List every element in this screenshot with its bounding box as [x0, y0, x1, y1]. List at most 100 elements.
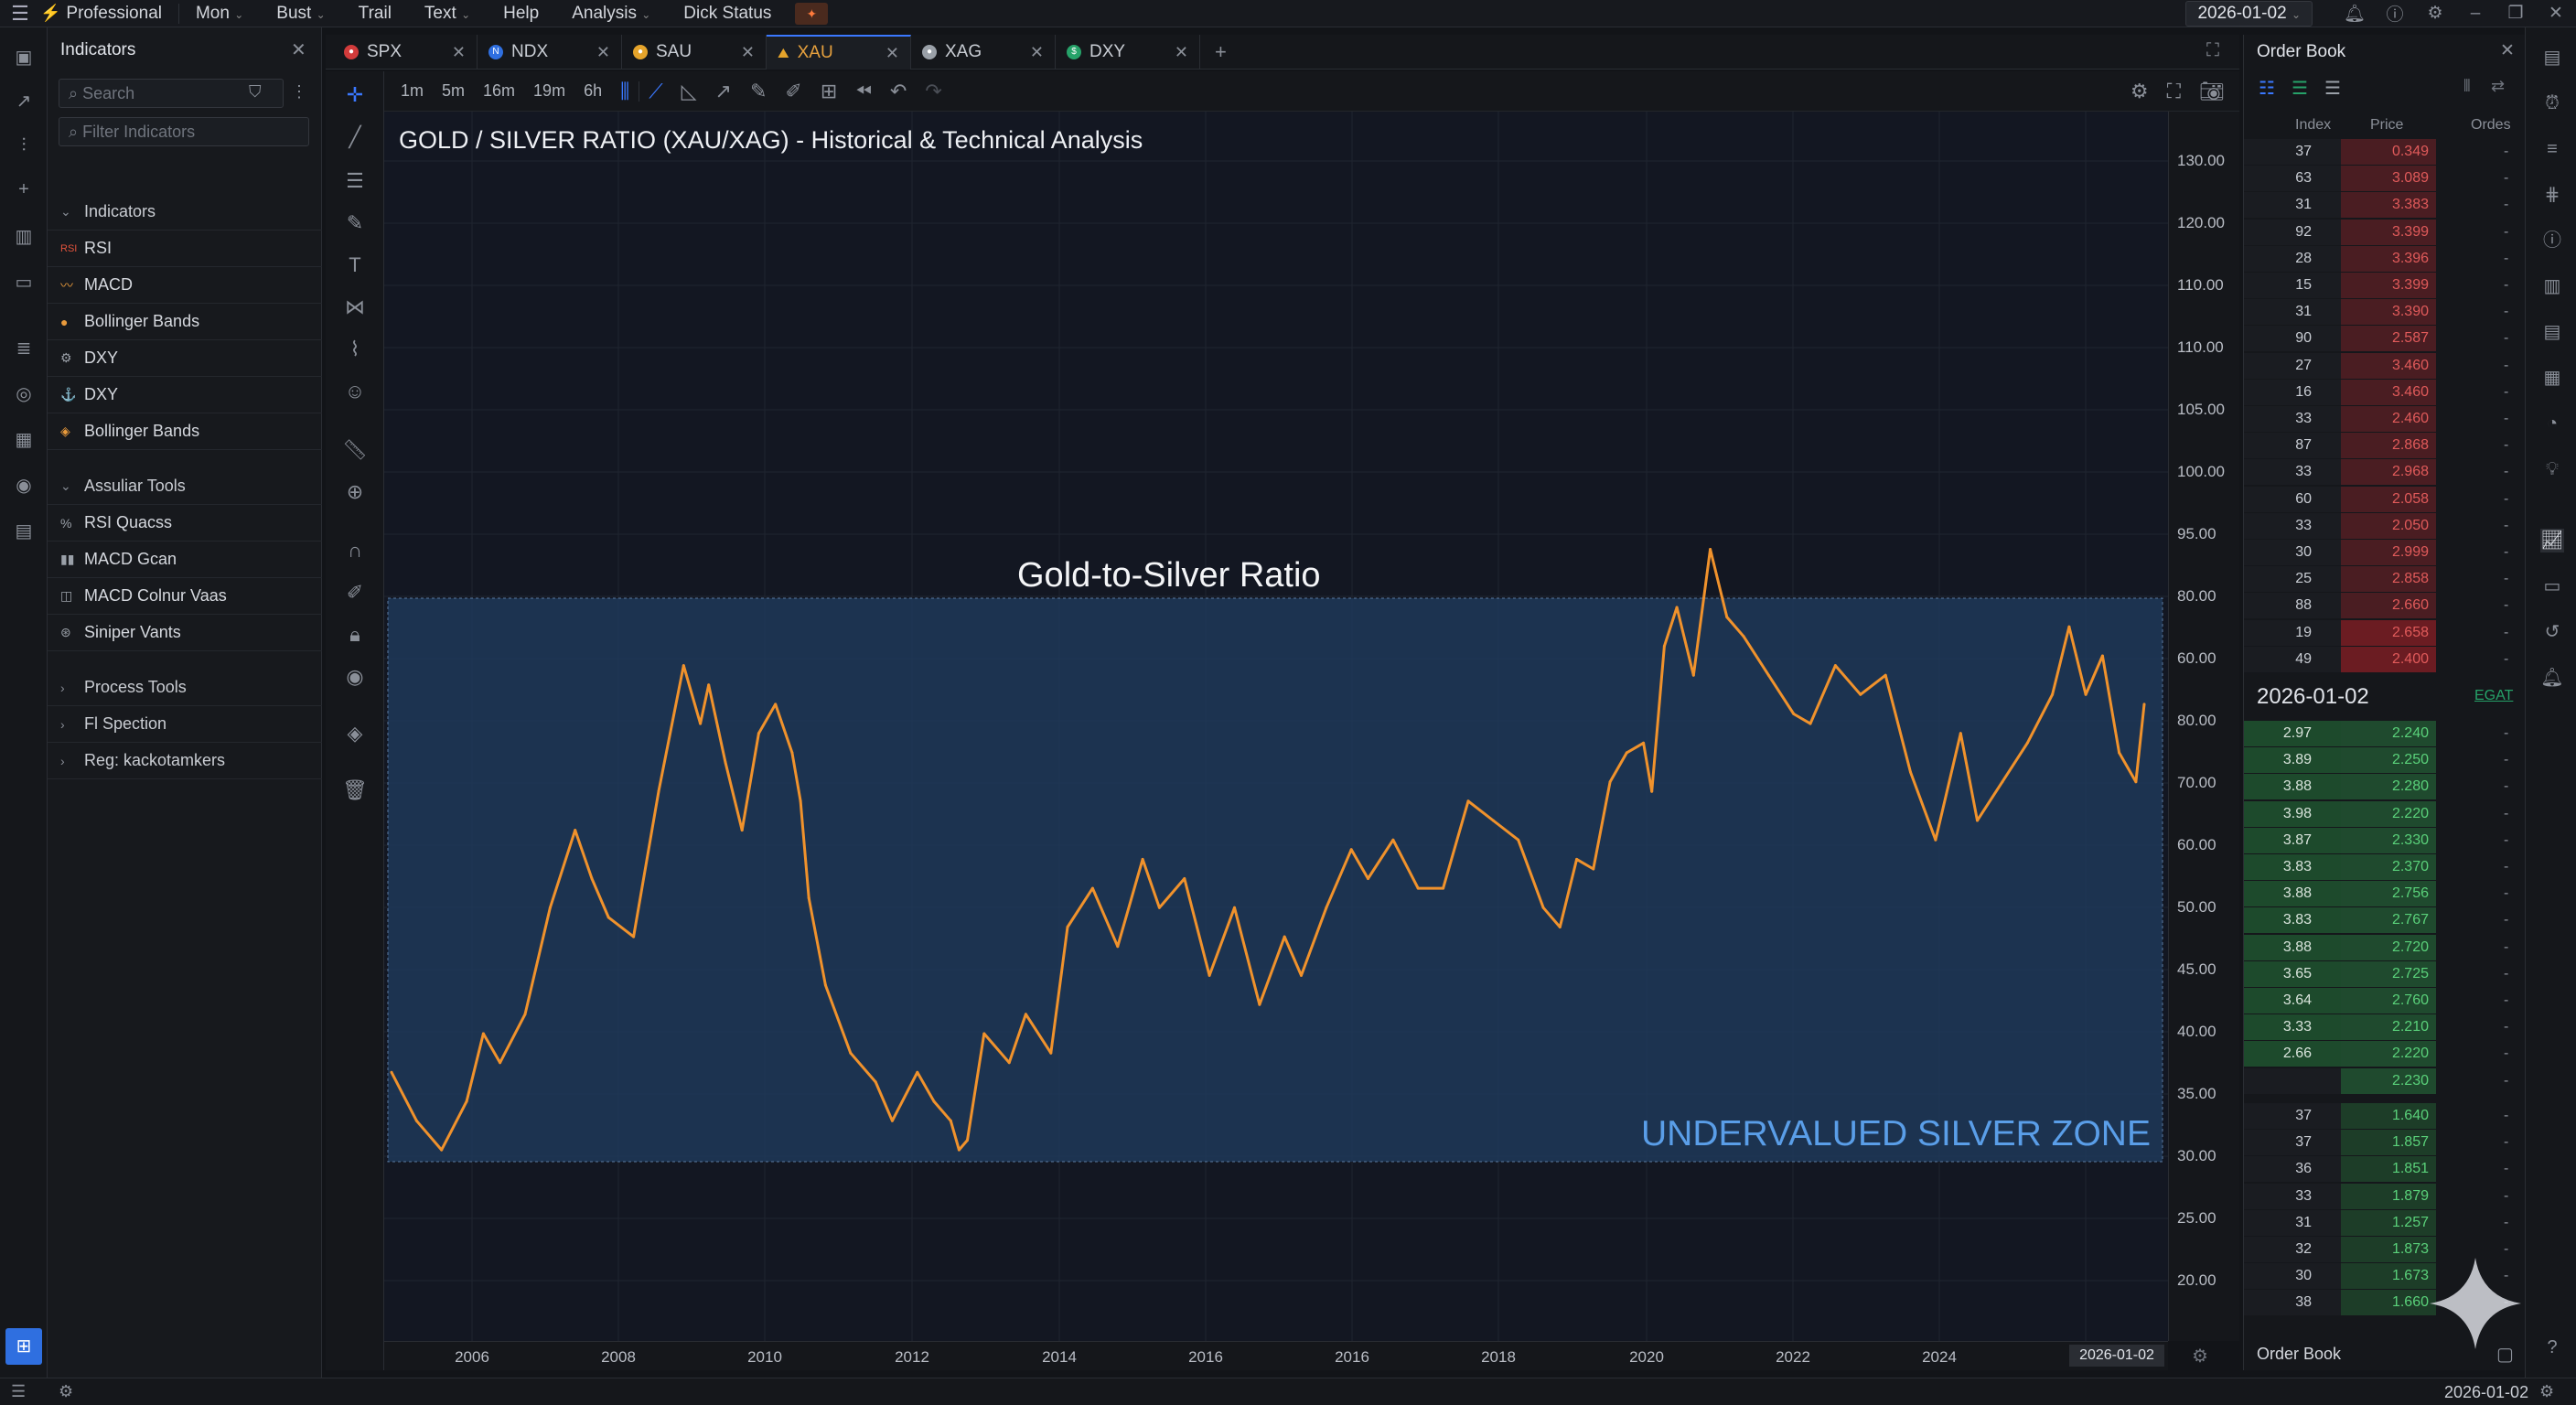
- order-book-row[interactable]: 90 2.587 -: [2244, 326, 2518, 352]
- bar-chart-icon[interactable]: ▥: [15, 227, 33, 247]
- close-icon[interactable]: ✕: [2549, 4, 2563, 23]
- tab-xau[interactable]: ⛰ XAU ✕: [767, 35, 911, 70]
- magnet-icon[interactable]: ∩: [348, 539, 362, 562]
- menu-icon[interactable]: ☰: [11, 1382, 27, 1400]
- ruler-icon[interactable]: 📏︎: [342, 438, 368, 461]
- order-book-row[interactable]: 63 3.089 -: [2244, 166, 2518, 192]
- order-book-row[interactable]: 3.65 2.725 -: [2244, 960, 2518, 988]
- add-tab-icon[interactable]: +: [1215, 40, 1227, 63]
- crosshair-icon[interactable]: ✛: [346, 83, 364, 106]
- order-book-row[interactable]: 3.88 2.756 -: [2244, 881, 2518, 907]
- maximize-icon[interactable]: ▢: [2496, 1345, 2514, 1365]
- trend-icon[interactable]: ↗: [714, 79, 732, 102]
- order-book-row[interactable]: 88 2.660 -: [2244, 593, 2518, 619]
- order-book-row[interactable]: 49 2.400 -: [2244, 646, 2518, 673]
- draw-icon[interactable]: ✎: [749, 79, 767, 102]
- settings-icon[interactable]: ⚙: [59, 1382, 74, 1400]
- list-icon[interactable]: ≣: [16, 338, 32, 359]
- order-book-row[interactable]: 381.660-: [2244, 1290, 2518, 1316]
- info-icon[interactable]: ⓘ: [2543, 231, 2561, 251]
- order-book-row[interactable]: 31 3.383 -: [2244, 192, 2518, 219]
- menu-text[interactable]: Text ⌄: [408, 4, 487, 24]
- line-chart-icon[interactable]: ⟋: [649, 79, 663, 102]
- monitor-icon[interactable]: ▭: [15, 273, 33, 293]
- idea-icon[interactable]: 💡︎: [2546, 459, 2559, 479]
- indicator-dxy[interactable]: ⚙ DXY: [48, 340, 322, 377]
- candles-icon[interactable]: ⫶: [21, 135, 27, 156]
- tab-spx[interactable]: ● SPX ✕: [333, 35, 478, 70]
- area-chart-icon[interactable]: ◺: [681, 79, 697, 102]
- order-book-row[interactable]: 3.64 2.760 -: [2244, 988, 2518, 1014]
- section-indicators[interactable]: ⌄ Indicators: [48, 194, 322, 231]
- indicator-macd[interactable]: 〰 MACD: [48, 267, 322, 304]
- order-book-row[interactable]: 3.83 2.370 -: [2244, 854, 2518, 881]
- order-book-row[interactable]: 33 1.879 -: [2244, 1183, 2518, 1210]
- timeframe-1m[interactable]: 1m: [401, 81, 424, 100]
- news-icon[interactable]: ▤: [2543, 322, 2561, 342]
- watchlist-icon[interactable]: ▤: [2543, 48, 2561, 68]
- database-icon[interactable]: ◉: [16, 476, 32, 496]
- order-book-row[interactable]: 32 1.873 -: [2244, 1237, 2518, 1263]
- replay-icon[interactable]: ⏪︎: [855, 79, 872, 102]
- order-book-row[interactable]: 31 1.257 -: [2244, 1209, 2518, 1237]
- order-book-row[interactable]: 37 1.640 -: [2244, 1103, 2518, 1130]
- section-process-tools[interactable]: › Process Tools: [48, 670, 322, 706]
- swap-icon[interactable]: ⇄: [2491, 77, 2506, 95]
- trash-icon[interactable]: 🗑︎: [342, 778, 368, 801]
- chart-area[interactable]: GOLD / SILVER RATIO (XAU/XAG) - Historic…: [384, 112, 2239, 1341]
- history-icon[interactable]: ↺: [2544, 622, 2560, 642]
- trend-icon[interactable]: ↗: [16, 91, 32, 112]
- close-icon[interactable]: ✕: [885, 43, 899, 62]
- order-book-row[interactable]: 3.87 2.330 -: [2244, 827, 2518, 854]
- tool-rsi-quacss[interactable]: % RSI Quacss: [48, 505, 322, 542]
- help-icon[interactable]: ?: [2547, 1337, 2558, 1357]
- chart-icon[interactable]: 📈︎: [2540, 529, 2564, 552]
- layout-icon[interactable]: ▣: [15, 48, 33, 68]
- candles-icon[interactable]: ⫼: [620, 79, 630, 102]
- close-icon[interactable]: ✕: [596, 42, 610, 61]
- order-book-row[interactable]: 30 1.673 -: [2244, 1263, 2518, 1290]
- close-icon[interactable]: ✕: [451, 42, 466, 61]
- menu-help[interactable]: Help: [503, 3, 540, 23]
- order-book-row[interactable]: 37 0.349 -: [2244, 139, 2518, 166]
- tab-dxy[interactable]: $ DXY ✕: [1056, 35, 1200, 70]
- pencil-lock-icon[interactable]: ✐: [346, 581, 364, 604]
- minimize-icon[interactable]: –: [2470, 3, 2481, 23]
- order-book-row[interactable]: 25 2.858 -: [2244, 566, 2518, 593]
- emoji-icon[interactable]: ☺: [344, 380, 366, 402]
- tab-xag[interactable]: ● XAG ✕: [911, 35, 1056, 70]
- timeframe-5m[interactable]: 5m: [442, 81, 466, 100]
- indicator-bollinger[interactable]: ● Bollinger Bands: [48, 304, 322, 340]
- order-book-row[interactable]: 33 2.968 -: [2244, 459, 2518, 486]
- order-book-row[interactable]: 92 3.399 -: [2244, 219, 2518, 246]
- hamburger-menu-icon[interactable]: ☰: [11, 1, 29, 25]
- timeframe-6h[interactable]: 6h: [584, 81, 603, 100]
- help-icon[interactable]: ⓘ: [2386, 5, 2404, 25]
- timeframe-16m[interactable]: 16m: [483, 81, 516, 100]
- date-selector[interactable]: 2026-01-02 ⌄: [2185, 0, 2313, 27]
- eye-icon[interactable]: ◉: [346, 665, 364, 688]
- view-both-icon[interactable]: ☷: [2259, 79, 2275, 99]
- section-auxiliary-tools[interactable]: ⌄ Assuliar Tools: [48, 468, 322, 505]
- tab-sau[interactable]: ● SAU ✕: [622, 35, 767, 70]
- trendline-icon[interactable]: ╱: [349, 125, 361, 148]
- x-axis[interactable]: 2006 2008 2010 2012 2014 2016 2016 2018 2020 2022…: [384, 1341, 2168, 1370]
- order-book-row[interactable]: 30 2.999 -: [2244, 540, 2518, 566]
- calendar-icon[interactable]: ▦: [2543, 368, 2561, 388]
- close-icon[interactable]: ✕: [1174, 42, 1188, 61]
- dom-icon[interactable]: ⋕: [2544, 185, 2560, 205]
- menu-dick-status[interactable]: Dick Status: [683, 3, 772, 23]
- order-book-row[interactable]: 15 3.399 -: [2244, 273, 2518, 299]
- close-icon[interactable]: ✕: [1029, 42, 1044, 61]
- alert-button[interactable]: ✦: [795, 2, 829, 25]
- order-book-row[interactable]: 16 3.460 -: [2244, 379, 2518, 406]
- hlines-icon[interactable]: ☰: [346, 169, 364, 192]
- timeframe-19m[interactable]: 19m: [533, 81, 566, 100]
- bell-icon[interactable]: 🔔︎: [2540, 668, 2564, 688]
- order-book-row[interactable]: 31 3.390 -: [2244, 299, 2518, 326]
- axis-settings-icon[interactable]: ⚙: [2192, 1346, 2208, 1367]
- panel-close-icon[interactable]: ✕: [291, 40, 306, 60]
- indicator-rsi[interactable]: RSI RSI: [48, 231, 322, 267]
- section-reg-trackers[interactable]: › Reg: kackotamkers: [48, 743, 322, 779]
- settings-icon[interactable]: ⚙: [2539, 1382, 2555, 1400]
